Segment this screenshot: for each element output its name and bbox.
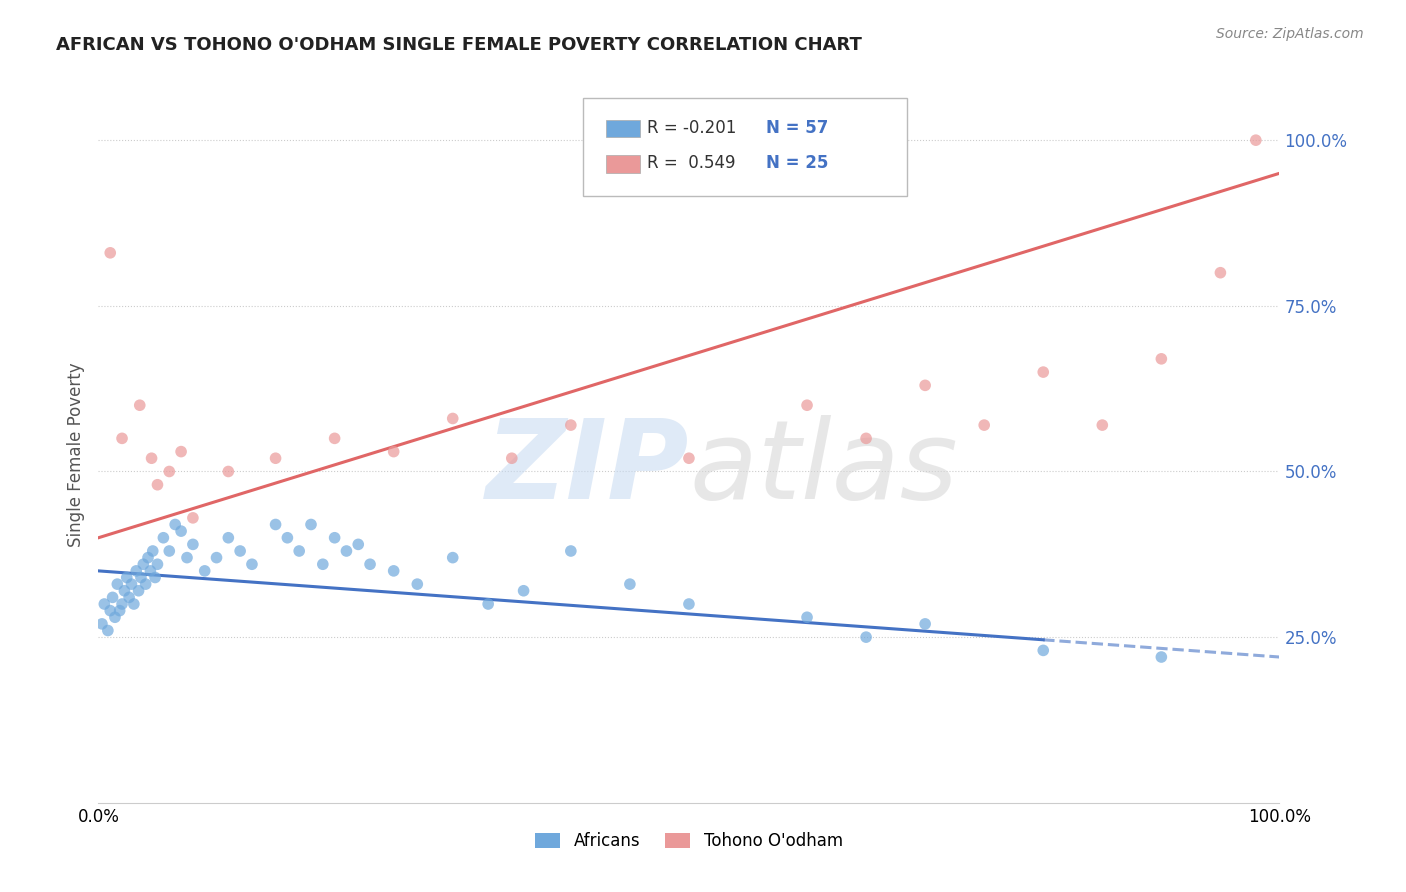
- Point: [1032, 643, 1054, 657]
- Point: [240, 558, 263, 572]
- Point: [855, 630, 877, 644]
- Point: [264, 517, 287, 532]
- Point: [98, 245, 121, 260]
- Point: [165, 517, 187, 532]
- Point: [347, 537, 370, 551]
- Legend: Africans, Tohono O'odham: Africans, Tohono O'odham: [529, 826, 849, 857]
- Point: [170, 444, 193, 458]
- Point: [382, 564, 405, 578]
- Y-axis label: Single Female Poverty: Single Female Poverty: [66, 363, 84, 547]
- Point: [323, 431, 346, 445]
- Point: [170, 524, 193, 538]
- Point: [560, 418, 582, 433]
- Point: [406, 577, 429, 591]
- Point: [115, 570, 138, 584]
- Point: [1032, 365, 1054, 379]
- Point: [217, 531, 239, 545]
- Point: [128, 583, 150, 598]
- Point: [157, 544, 180, 558]
- Point: [299, 517, 322, 532]
- Point: [796, 398, 818, 412]
- Point: [132, 558, 155, 572]
- Text: N = 25: N = 25: [766, 154, 828, 172]
- Point: [194, 564, 217, 578]
- Point: [312, 558, 335, 572]
- Point: [217, 465, 239, 479]
- Point: [146, 558, 169, 572]
- Point: [111, 431, 134, 445]
- Point: [104, 610, 127, 624]
- Point: [128, 398, 150, 412]
- Point: [855, 431, 877, 445]
- Point: [91, 616, 114, 631]
- Point: [512, 583, 534, 598]
- Point: [143, 570, 166, 584]
- Point: [122, 597, 145, 611]
- Text: AFRICAN VS TOHONO O'ODHAM SINGLE FEMALE POVERTY CORRELATION CHART: AFRICAN VS TOHONO O'ODHAM SINGLE FEMALE …: [56, 36, 862, 54]
- Point: [619, 577, 641, 591]
- Point: [101, 591, 124, 605]
- Point: [135, 577, 157, 591]
- Point: [229, 544, 252, 558]
- Point: [1091, 418, 1114, 433]
- Point: [98, 604, 121, 618]
- Point: [1244, 133, 1267, 147]
- Point: [678, 597, 700, 611]
- Point: [1150, 650, 1173, 665]
- Point: [441, 411, 464, 425]
- Text: ZIP: ZIP: [485, 416, 689, 523]
- Point: [441, 550, 464, 565]
- Point: [141, 451, 163, 466]
- Point: [914, 378, 936, 392]
- Point: [560, 544, 582, 558]
- Point: [1209, 266, 1232, 280]
- Point: [678, 451, 700, 466]
- Text: Source: ZipAtlas.com: Source: ZipAtlas.com: [1216, 27, 1364, 41]
- Point: [914, 616, 936, 631]
- Point: [264, 451, 287, 466]
- Point: [205, 550, 228, 565]
- Point: [111, 597, 134, 611]
- Point: [501, 451, 523, 466]
- Point: [181, 537, 204, 551]
- Point: [146, 477, 169, 491]
- Point: [118, 591, 141, 605]
- Text: R = -0.201: R = -0.201: [647, 119, 737, 136]
- Point: [125, 564, 148, 578]
- Point: [139, 564, 162, 578]
- Point: [176, 550, 198, 565]
- Point: [1150, 351, 1173, 366]
- Point: [129, 570, 152, 584]
- Point: [288, 544, 311, 558]
- Point: [97, 624, 120, 638]
- Point: [796, 610, 818, 624]
- Point: [121, 577, 143, 591]
- Point: [335, 544, 357, 558]
- Text: atlas: atlas: [689, 416, 957, 523]
- Point: [108, 604, 131, 618]
- Point: [152, 531, 174, 545]
- Point: [136, 550, 159, 565]
- Point: [142, 544, 165, 558]
- Point: [382, 444, 405, 458]
- Point: [359, 558, 381, 572]
- Point: [477, 597, 499, 611]
- Point: [93, 597, 115, 611]
- Text: R =  0.549: R = 0.549: [647, 154, 735, 172]
- Text: N = 57: N = 57: [766, 119, 828, 136]
- Point: [157, 465, 180, 479]
- Point: [973, 418, 995, 433]
- Point: [276, 531, 298, 545]
- Point: [105, 577, 128, 591]
- Point: [323, 531, 346, 545]
- Point: [181, 511, 204, 525]
- Point: [112, 583, 135, 598]
